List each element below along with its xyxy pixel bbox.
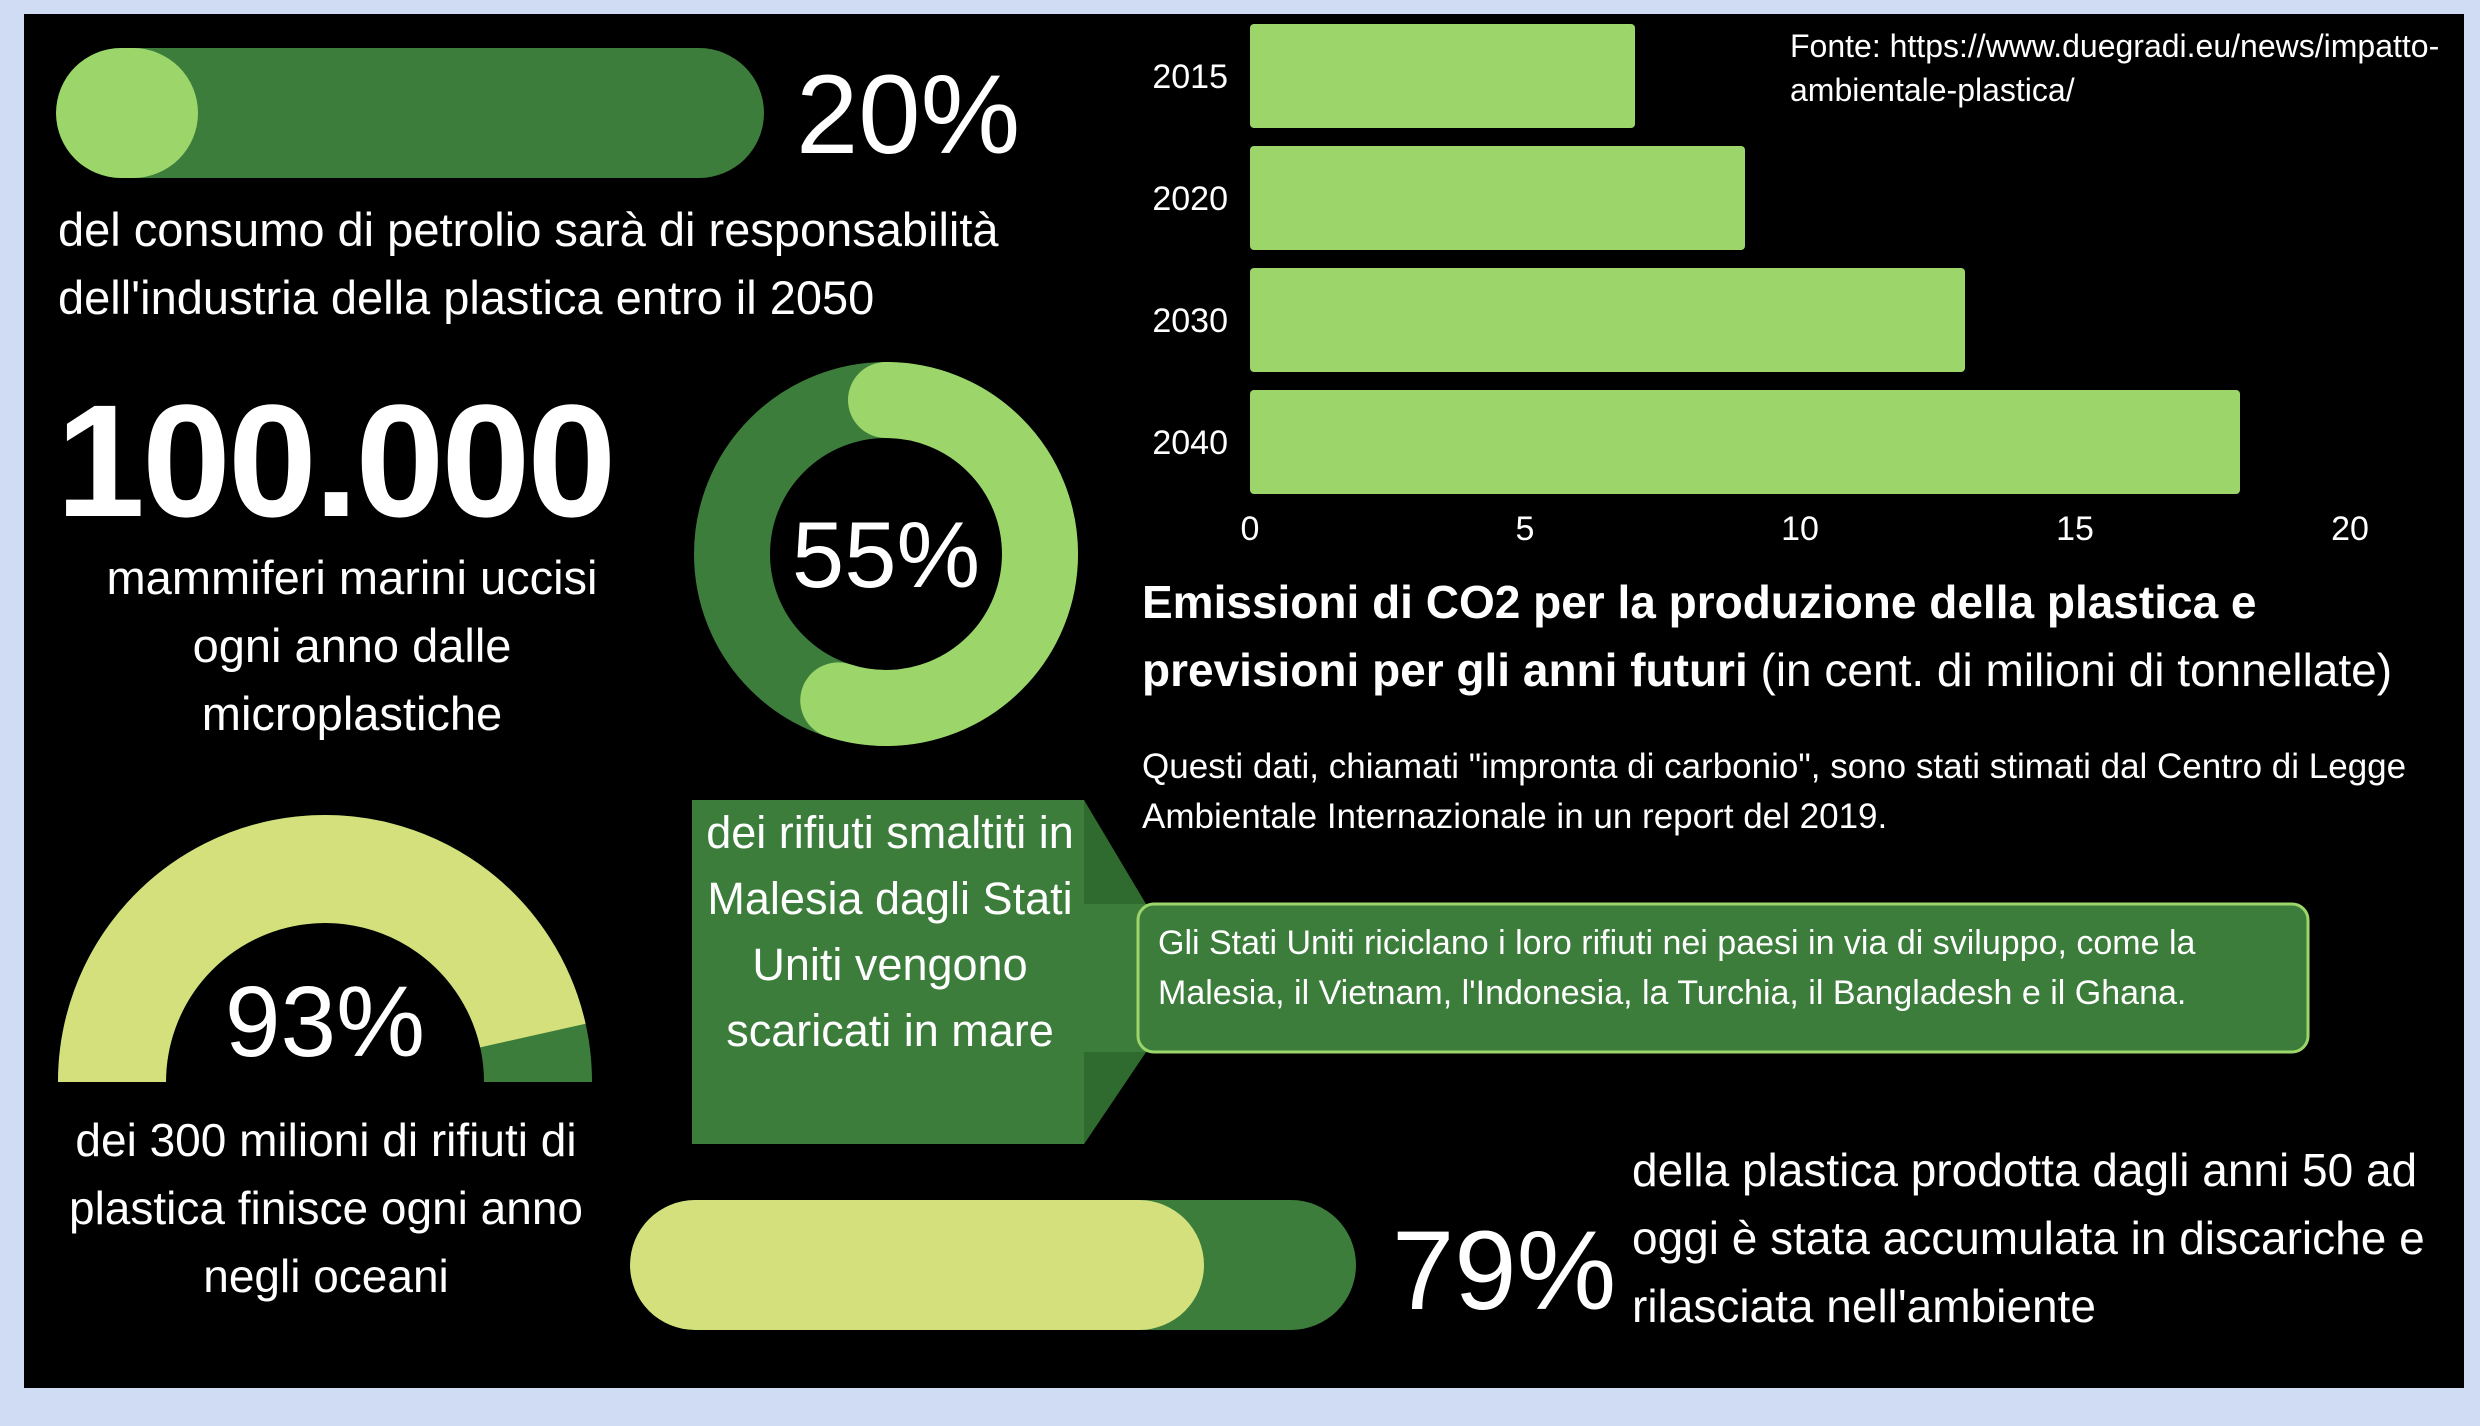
chart-bar xyxy=(1250,24,1635,128)
chart-title: Emissioni di CO2 per la produzione della… xyxy=(1142,568,2472,704)
malaysia-callout-shape xyxy=(692,800,2310,1144)
chart-note: Questi dati, chiamati "impronta di carbo… xyxy=(1142,747,2407,836)
landfill-percentage: 79% xyxy=(1392,1208,1617,1333)
oil-progress-bar xyxy=(56,48,764,178)
donut-progress-arc xyxy=(694,362,1078,746)
chart-bar xyxy=(1250,268,1965,372)
recycling-callout-text: Gli Stati Uniti riciclano i loro rifiuti… xyxy=(1158,924,2196,1012)
oceans-gauge-chart xyxy=(58,815,592,1082)
chart-title-units: (in cent. di milioni di tonnellate) xyxy=(1760,644,2393,696)
x-tick-label: 10 xyxy=(1781,510,1819,548)
gauge-progress-arc xyxy=(58,815,586,1082)
x-tick-label: 20 xyxy=(2331,510,2369,548)
y-tick-label: 2040 xyxy=(1152,424,1228,462)
co2-bar-chart: 2015 2020 2030 2040 0 5 10 15 20 xyxy=(1152,24,2369,548)
malaysia-description: dei rifiuti smaltiti in Malesia dagli St… xyxy=(706,807,1074,1056)
x-tick-label: 0 xyxy=(1241,510,1260,548)
mammals-count: 100.000 xyxy=(56,371,616,550)
malaysia-percentage: 55% xyxy=(791,502,981,607)
y-tick-label: 2015 xyxy=(1152,58,1228,96)
chart-bar xyxy=(1250,390,2240,494)
landfill-progress-bar xyxy=(630,1200,1356,1330)
oceans-percentage: 93% xyxy=(224,966,426,1078)
oil-progress-fill xyxy=(56,48,198,178)
y-tick-label: 2020 xyxy=(1152,180,1228,218)
source-link[interactable]: Fonte: https://www.duegradi.eu/news/impa… xyxy=(1790,28,2440,108)
landfill-description: della plastica prodotta dagli anni 50 ad… xyxy=(1632,1144,2425,1332)
x-tick-label: 5 xyxy=(1516,510,1535,548)
oil-description: del consumo di petrolio sarà di responsa… xyxy=(58,203,999,324)
mammals-description: mammiferi marini uccisi ogni anno dalle … xyxy=(106,551,598,740)
malaysia-donut-chart xyxy=(694,362,1078,746)
y-tick-label: 2030 xyxy=(1152,302,1228,340)
x-tick-label: 15 xyxy=(2056,510,2094,548)
landfill-progress-fill xyxy=(630,1200,1204,1330)
chart-bar xyxy=(1250,146,1745,250)
chart-title-bold: Emissioni di CO2 per la produzione della… xyxy=(1142,576,2257,696)
oil-percentage: 20% xyxy=(796,52,1021,177)
oceans-description: dei 300 milioni di rifiuti di plastica f… xyxy=(69,1114,583,1302)
infographic-panel xyxy=(24,14,2464,1388)
